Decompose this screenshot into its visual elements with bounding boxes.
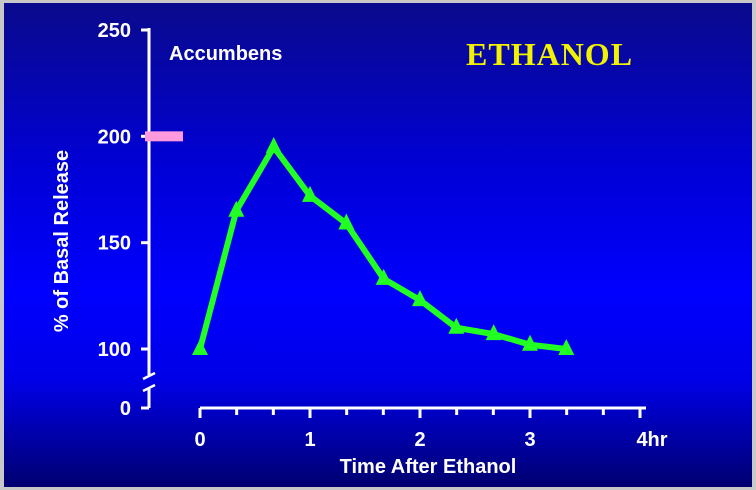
y-tick-label: 0	[120, 398, 131, 420]
slide-background: ETHANOL Accumbens % of Basal Release Tim…	[4, 3, 752, 487]
x-tick-label: 1	[304, 429, 315, 451]
data-point-triangle	[375, 268, 392, 285]
axis-break-mark	[142, 371, 156, 381]
y-tick-label: 200	[98, 126, 131, 148]
y-axis-label: % of Basal Release	[51, 150, 73, 332]
x-tick-label: 4hr	[636, 429, 667, 451]
data-point-triangle	[338, 213, 355, 230]
chart-subtitle: Accumbens	[169, 43, 282, 65]
axis-break-mark	[142, 383, 156, 393]
x-axis-label: Time After Ethanol	[340, 456, 517, 478]
data-point-triangle	[192, 339, 208, 355]
y-tick-label: 100	[98, 339, 131, 361]
data-point-triangle	[522, 334, 538, 351]
chart-title: ETHANOL	[466, 36, 633, 72]
chart: ETHANOL Accumbens % of Basal Release Tim…	[51, 20, 668, 478]
data-point-triangle	[228, 200, 245, 217]
series-line	[197, 143, 567, 352]
x-tick-label: 2	[414, 429, 425, 451]
data-point-triangle	[448, 317, 465, 334]
y-tick-label: 150	[98, 233, 131, 255]
x-tick-label: 0	[194, 429, 205, 451]
data-point-triangle	[485, 324, 502, 341]
x-tick-label: 3	[524, 429, 535, 451]
data-point-triangle	[302, 185, 318, 202]
baseline-marker	[145, 131, 183, 142]
data-point-triangle	[412, 290, 428, 307]
y-tick-label: 250	[98, 20, 131, 42]
data-point-triangle	[558, 339, 575, 355]
data-point-triangle	[265, 136, 282, 153]
